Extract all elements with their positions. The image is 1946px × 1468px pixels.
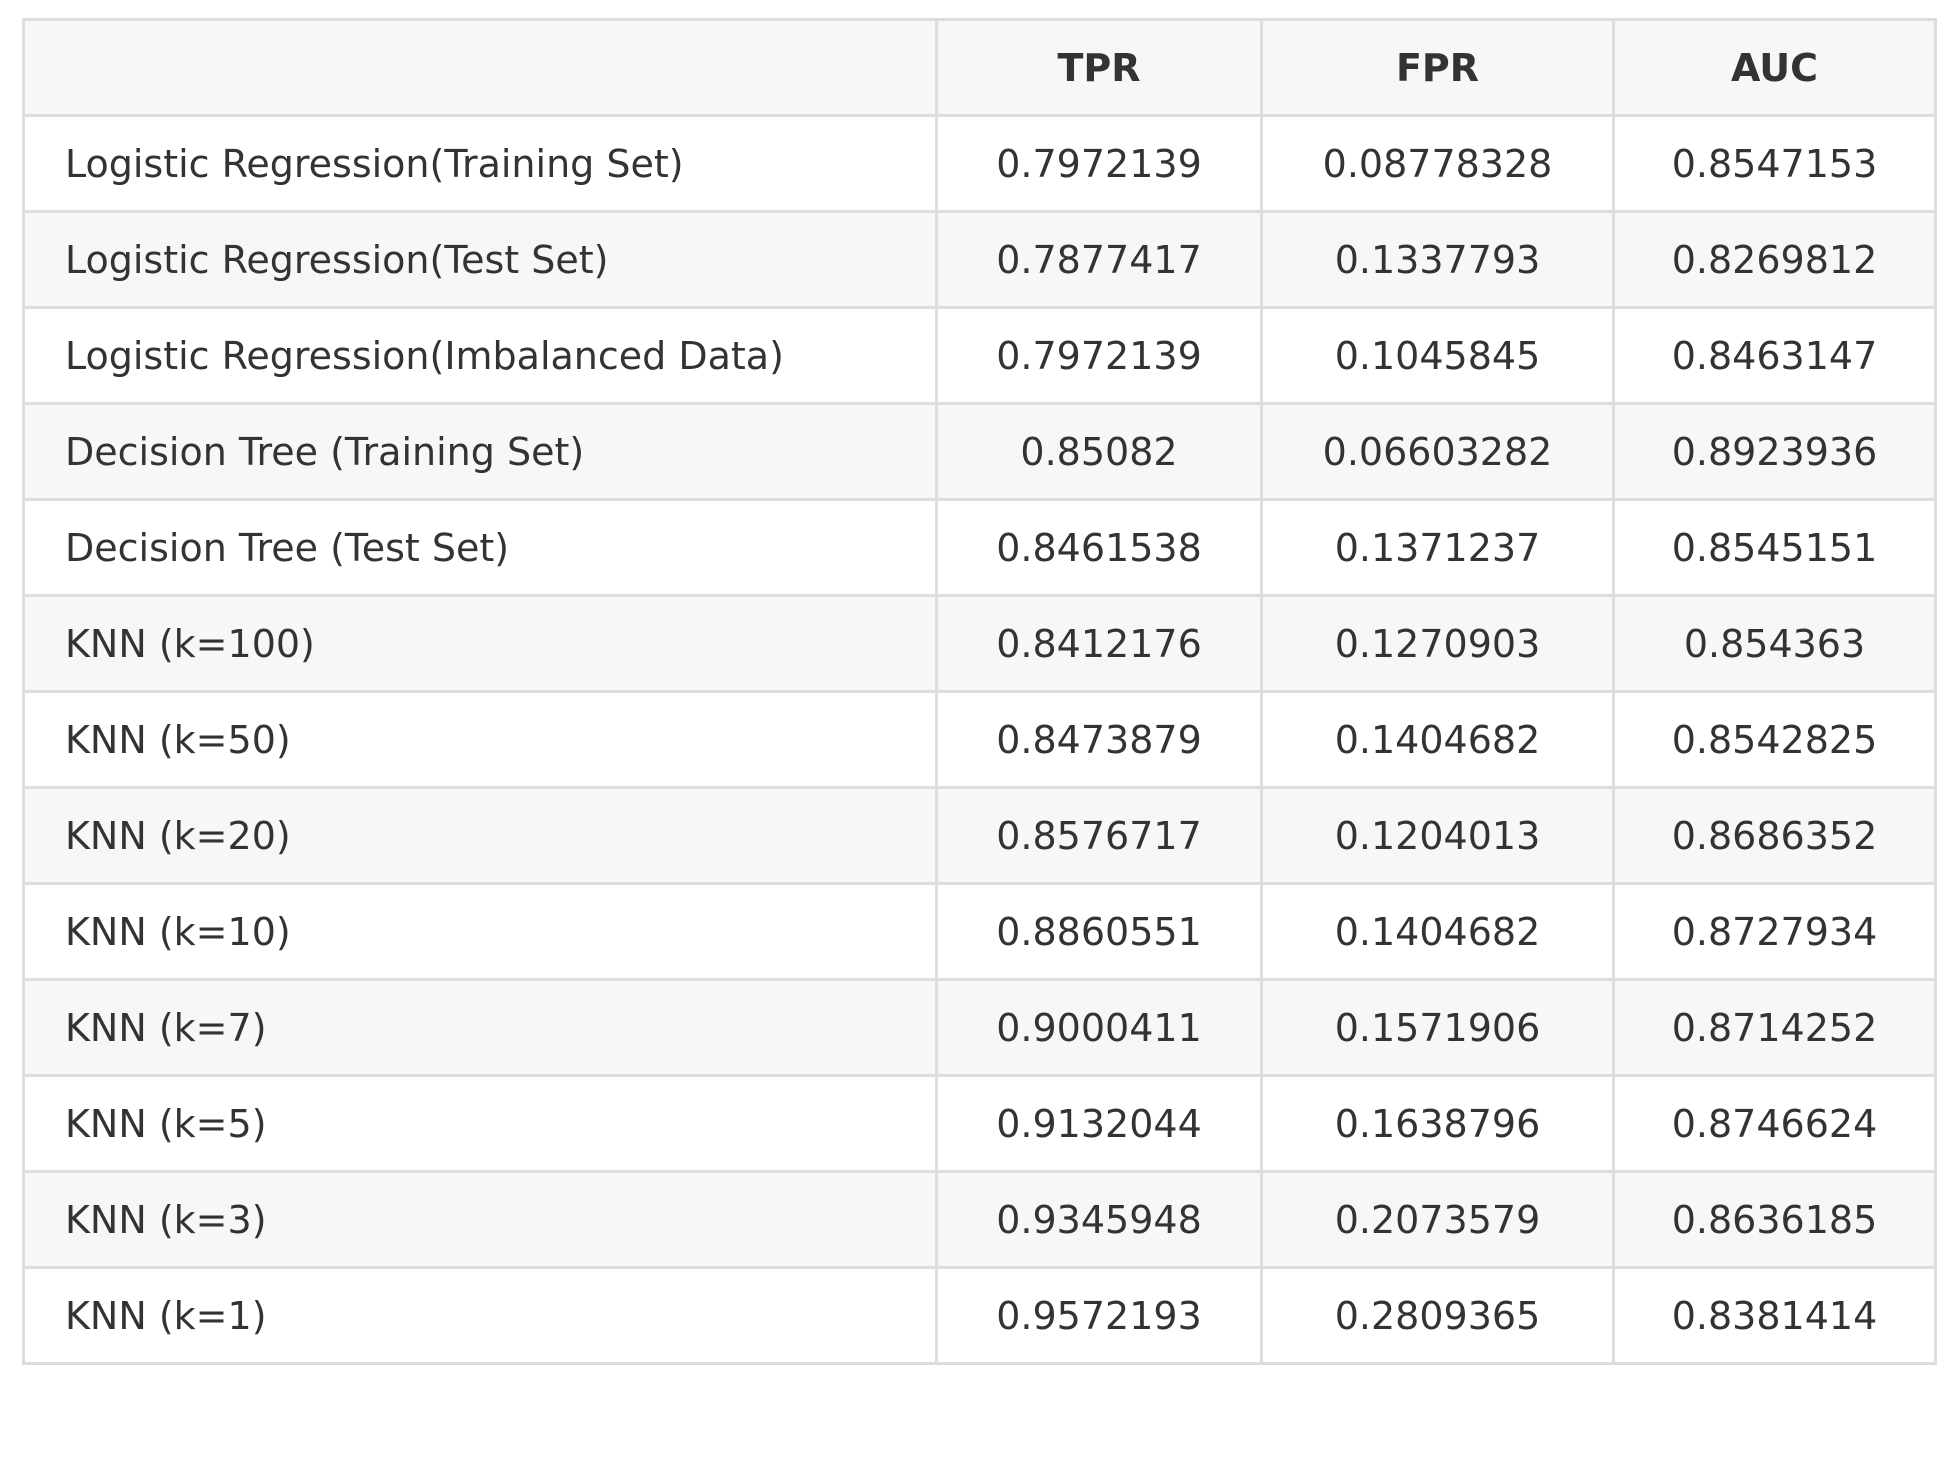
fpr-cell: 0.2073579 bbox=[1260, 1170, 1615, 1269]
auc-cell: 0.8714252 bbox=[1612, 978, 1937, 1077]
fpr-cell: 0.1270903 bbox=[1260, 594, 1615, 693]
fpr-cell: 0.1571906 bbox=[1260, 978, 1615, 1077]
tpr-cell: 0.7877417 bbox=[935, 210, 1263, 309]
fpr-cell: 0.2809365 bbox=[1260, 1266, 1615, 1365]
auc-cell: 0.8545151 bbox=[1612, 498, 1937, 597]
table-row: KNN (k=5) 0.9132044 0.1638796 0.8746624 bbox=[22, 1074, 1937, 1173]
tpr-cell: 0.7972139 bbox=[935, 306, 1263, 405]
tpr-cell: 0.9572193 bbox=[935, 1266, 1263, 1365]
auc-cell: 0.8636185 bbox=[1612, 1170, 1937, 1269]
auc-cell: 0.8381414 bbox=[1612, 1266, 1937, 1365]
fpr-cell: 0.06603282 bbox=[1260, 402, 1615, 501]
header-cell-tpr: TPR bbox=[935, 18, 1263, 117]
table-row: KNN (k=10) 0.8860551 0.1404682 0.8727934 bbox=[22, 882, 1937, 981]
header-cell-fpr: FPR bbox=[1260, 18, 1615, 117]
table-row: Decision Tree (Test Set) 0.8461538 0.137… bbox=[22, 498, 1937, 597]
auc-cell: 0.8686352 bbox=[1612, 786, 1937, 885]
model-name-cell: KNN (k=20) bbox=[22, 786, 938, 885]
header-cell-model bbox=[22, 18, 938, 117]
auc-cell: 0.8269812 bbox=[1612, 210, 1937, 309]
table-row: KNN (k=50) 0.8473879 0.1404682 0.8542825 bbox=[22, 690, 1937, 789]
table-row: Logistic Regression(Training Set) 0.7972… bbox=[22, 114, 1937, 213]
table-row: Decision Tree (Training Set) 0.85082 0.0… bbox=[22, 402, 1937, 501]
fpr-cell: 0.1045845 bbox=[1260, 306, 1615, 405]
auc-cell: 0.8923936 bbox=[1612, 402, 1937, 501]
model-name-cell: Decision Tree (Test Set) bbox=[22, 498, 938, 597]
auc-cell: 0.8727934 bbox=[1612, 882, 1937, 981]
tpr-cell: 0.85082 bbox=[935, 402, 1263, 501]
table-row: KNN (k=3) 0.9345948 0.2073579 0.8636185 bbox=[22, 1170, 1937, 1269]
model-name-cell: KNN (k=100) bbox=[22, 594, 938, 693]
table-row: Logistic Regression(Test Set) 0.7877417 … bbox=[22, 210, 1937, 309]
table-row: KNN (k=20) 0.8576717 0.1204013 0.8686352 bbox=[22, 786, 1937, 885]
model-name-cell: KNN (k=3) bbox=[22, 1170, 938, 1269]
model-name-cell: KNN (k=10) bbox=[22, 882, 938, 981]
tpr-cell: 0.8461538 bbox=[935, 498, 1263, 597]
fpr-cell: 0.1404682 bbox=[1260, 882, 1615, 981]
tpr-cell: 0.9345948 bbox=[935, 1170, 1263, 1269]
fpr-cell: 0.08778328 bbox=[1260, 114, 1615, 213]
auc-cell: 0.8463147 bbox=[1612, 306, 1937, 405]
tpr-cell: 0.9132044 bbox=[935, 1074, 1263, 1173]
tpr-cell: 0.8473879 bbox=[935, 690, 1263, 789]
auc-cell: 0.8542825 bbox=[1612, 690, 1937, 789]
auc-cell: 0.854363 bbox=[1612, 594, 1937, 693]
table-row: KNN (k=100) 0.8412176 0.1270903 0.854363 bbox=[22, 594, 1937, 693]
header-cell-auc: AUC bbox=[1612, 18, 1937, 117]
model-name-cell: KNN (k=1) bbox=[22, 1266, 938, 1365]
tpr-cell: 0.9000411 bbox=[935, 978, 1263, 1077]
model-name-cell: Logistic Regression(Training Set) bbox=[22, 114, 938, 213]
fpr-cell: 0.1404682 bbox=[1260, 690, 1615, 789]
tpr-cell: 0.8576717 bbox=[935, 786, 1263, 885]
auc-cell: 0.8547153 bbox=[1612, 114, 1937, 213]
table-row: KNN (k=1) 0.9572193 0.2809365 0.8381414 bbox=[22, 1266, 1937, 1365]
auc-cell: 0.8746624 bbox=[1612, 1074, 1937, 1173]
fpr-cell: 0.1337793 bbox=[1260, 210, 1615, 309]
fpr-cell: 0.1638796 bbox=[1260, 1074, 1615, 1173]
fpr-cell: 0.1371237 bbox=[1260, 498, 1615, 597]
table-header-row: TPR FPR AUC bbox=[22, 18, 1937, 117]
results-table: TPR FPR AUC Logistic Regression(Training… bbox=[22, 18, 1937, 1365]
tpr-cell: 0.7972139 bbox=[935, 114, 1263, 213]
model-name-cell: KNN (k=7) bbox=[22, 978, 938, 1077]
tpr-cell: 0.8860551 bbox=[935, 882, 1263, 981]
table-row: Logistic Regression(Imbalanced Data) 0.7… bbox=[22, 306, 1937, 405]
fpr-cell: 0.1204013 bbox=[1260, 786, 1615, 885]
results-table-container: TPR FPR AUC Logistic Regression(Training… bbox=[22, 18, 1937, 1365]
model-name-cell: Logistic Regression(Imbalanced Data) bbox=[22, 306, 938, 405]
table-row: KNN (k=7) 0.9000411 0.1571906 0.8714252 bbox=[22, 978, 1937, 1077]
model-name-cell: KNN (k=50) bbox=[22, 690, 938, 789]
model-name-cell: Decision Tree (Training Set) bbox=[22, 402, 938, 501]
model-name-cell: KNN (k=5) bbox=[22, 1074, 938, 1173]
table-body: Logistic Regression(Training Set) 0.7972… bbox=[22, 114, 1937, 1365]
tpr-cell: 0.8412176 bbox=[935, 594, 1263, 693]
model-name-cell: Logistic Regression(Test Set) bbox=[22, 210, 938, 309]
